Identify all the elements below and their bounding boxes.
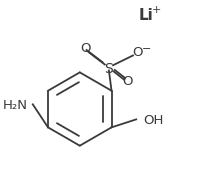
Text: +: + <box>152 5 161 15</box>
Text: OH: OH <box>144 114 164 127</box>
Text: Li: Li <box>138 8 153 23</box>
Text: O: O <box>122 75 133 88</box>
Text: O: O <box>132 46 142 59</box>
Text: S: S <box>105 62 113 76</box>
Text: O: O <box>80 42 91 55</box>
Text: H₂N: H₂N <box>3 99 28 112</box>
Text: −: − <box>141 44 151 54</box>
